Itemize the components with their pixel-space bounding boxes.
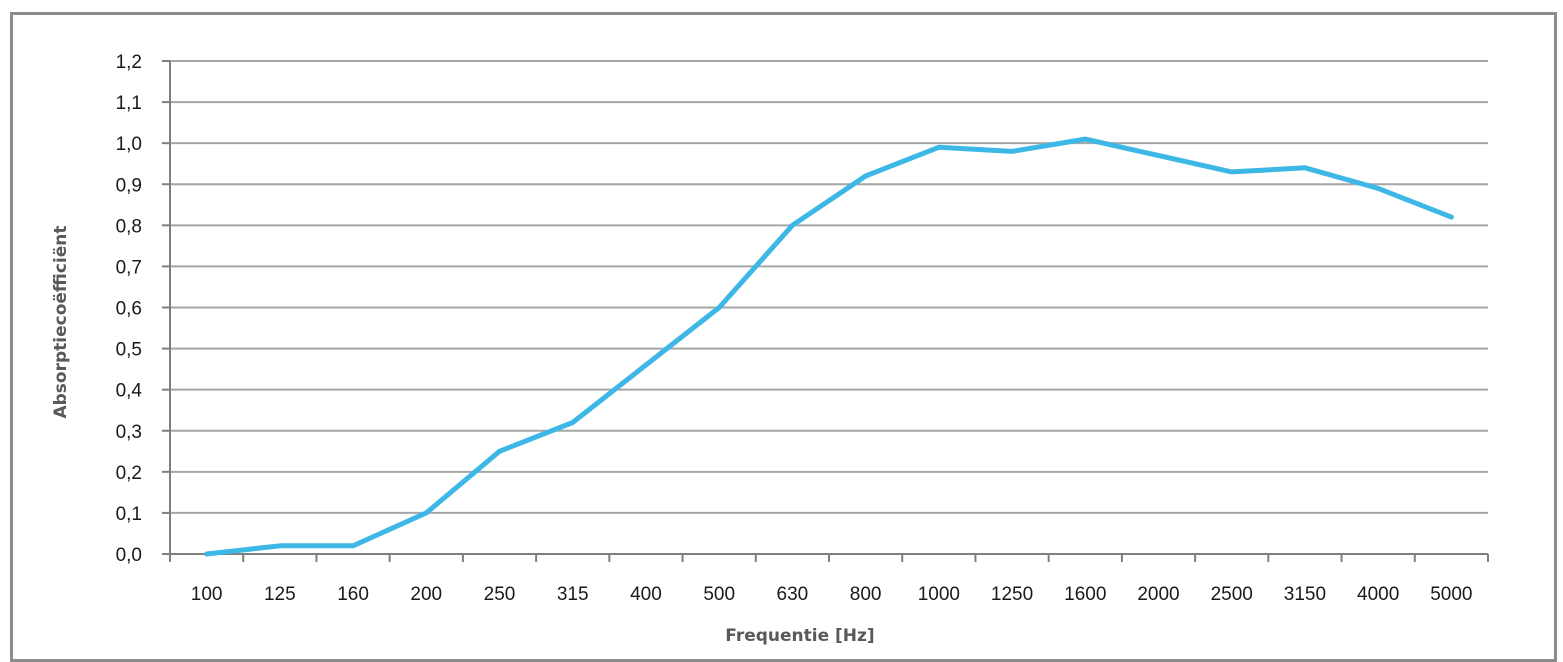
x-tick-label: 500 — [703, 584, 735, 605]
x-tick-label: 200 — [410, 584, 442, 605]
absorption-line-chart: 0,00,10,20,30,40,50,60,70,80,91,01,11,2 … — [51, 52, 1489, 646]
y-tick-labels: 0,0 0,1 0,2 0,3 0,4 0,5 0,6 0,7 0,8 0,9 1,0 1,1 1,2 — [116, 52, 143, 566]
x-tick-label: 630 — [777, 584, 809, 605]
y-tick-label: 0,5 — [116, 340, 142, 361]
x-tick-label: 2500 — [1211, 584, 1253, 605]
y-tick-label: 1,1 — [116, 93, 142, 114]
x-tick-label: 160 — [337, 584, 369, 605]
x-tick-label: 1600 — [1064, 584, 1106, 605]
series-line — [204, 136, 1454, 557]
x-tick-label: 4000 — [1357, 584, 1399, 605]
series-layer — [204, 136, 1454, 557]
y-tick-label: 0,9 — [116, 175, 142, 196]
x-tick-label: 5000 — [1430, 584, 1472, 605]
x-tick-label: 100 — [191, 584, 223, 605]
y-tick-label: 0,7 — [116, 257, 142, 278]
y-tick-label: 0,1 — [116, 504, 142, 525]
x-tick-label: 1250 — [991, 584, 1033, 605]
x-tick-label: 2000 — [1137, 584, 1179, 605]
x-tick-label: 315 — [557, 584, 589, 605]
gridlines — [170, 60, 1488, 514]
x-tick-label: 125 — [264, 584, 296, 605]
y-tick-label: 0,4 — [116, 381, 143, 402]
y-tick-label: 0,2 — [116, 463, 142, 484]
x-tick-label: 800 — [850, 584, 882, 605]
x-tick-label: 3150 — [1284, 584, 1326, 605]
x-axis-title: Frequentie [Hz] — [725, 626, 874, 646]
axes — [162, 60, 1489, 562]
y-tick-label: 0,0 — [116, 545, 142, 566]
y-tick-label: 0,3 — [116, 422, 142, 443]
x-tick-label: 400 — [630, 584, 662, 605]
x-tick-labels: 100 125 160 200 250 315 400 500 630 800 1000 1250 16… — [191, 584, 1473, 605]
x-tick-label: 1000 — [918, 584, 960, 605]
y-tick-label: 1,2 — [116, 52, 142, 73]
y-tick-label: 0,8 — [116, 216, 142, 237]
y-tick-label: 1,0 — [116, 134, 142, 155]
x-tick-label: 250 — [484, 584, 516, 605]
y-axis-title: Absorptiecoëfficiënt — [51, 225, 71, 418]
y-tick-label: 0,6 — [116, 299, 142, 320]
